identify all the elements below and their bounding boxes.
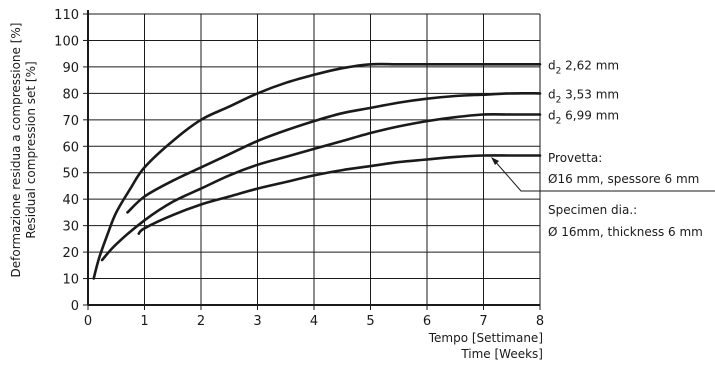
y-tick-label-110: 110 (54, 8, 79, 23)
y-tick-label-10: 10 (62, 273, 79, 288)
x-tick-label-4: 4 (310, 314, 318, 329)
y-tick-label-0: 0 (71, 299, 79, 314)
series-label-2: d2 3,53 mm (548, 87, 619, 105)
series-labels: d2 2,62 mm d2 3,53 mm d2 6,99 mm (548, 58, 619, 126)
annotation-provetta-title: Provetta: (548, 151, 602, 165)
annotation-arrowhead (491, 157, 499, 165)
x-tick-label-6: 6 (423, 314, 431, 329)
x-tick-label-0: 0 (84, 314, 92, 329)
y-tick-label-100: 100 (54, 34, 79, 49)
series-line-4 (137, 154, 542, 235)
y-tick-label-70: 70 (62, 114, 79, 129)
y-tick-label-40: 40 (62, 193, 79, 208)
x-tick-label-2: 2 (197, 314, 205, 329)
series-line-3 (100, 113, 542, 262)
y-axis-title-line-2: Residual compression set [%] (24, 61, 38, 238)
series-line-1 (92, 62, 542, 280)
series-label-1: d2 2,62 mm (548, 58, 619, 76)
annotation-specimen-detail: Ø 16mm, thickness 6 mm (548, 225, 703, 239)
x-tick-label-5: 5 (366, 314, 374, 329)
x-tick-label-1: 1 (140, 314, 148, 329)
tick-labels: 0 10 20 30 40 50 60 70 80 90 100 110 0 1 2 3 4 5 6 7 8 (54, 8, 544, 329)
y-axis-title-line-1: Deformazione residua a compressione [%] (9, 23, 23, 278)
series-line-2 (126, 91, 542, 214)
annotation-leader-arrow-line (492, 158, 548, 192)
x-tick-label-7: 7 (479, 314, 487, 329)
annotation-specimen-title: Specimen dia.: (548, 203, 637, 217)
y-tick-label-30: 30 (62, 220, 79, 235)
series-label-3: d2 6,99 mm (548, 109, 619, 127)
y-tick-label-90: 90 (62, 61, 79, 76)
x-tick-label-3: 3 (253, 314, 261, 329)
grid-lines (88, 13, 541, 305)
y-tick-label-60: 60 (62, 140, 79, 155)
x-axis-title-line-2: Time [Weeks] (460, 347, 543, 361)
annotation-provetta-detail: Ø16 mm, spessore 6 mm (548, 172, 699, 186)
data-series (92, 62, 542, 280)
axes (83, 10, 541, 310)
y-tick-label-20: 20 (62, 246, 79, 261)
x-axis-title-line-1: Tempo [Settimane] (428, 331, 543, 345)
y-tick-label-50: 50 (62, 167, 79, 182)
y-tick-label-80: 80 (62, 87, 79, 102)
x-tick-label-8: 8 (536, 314, 544, 329)
